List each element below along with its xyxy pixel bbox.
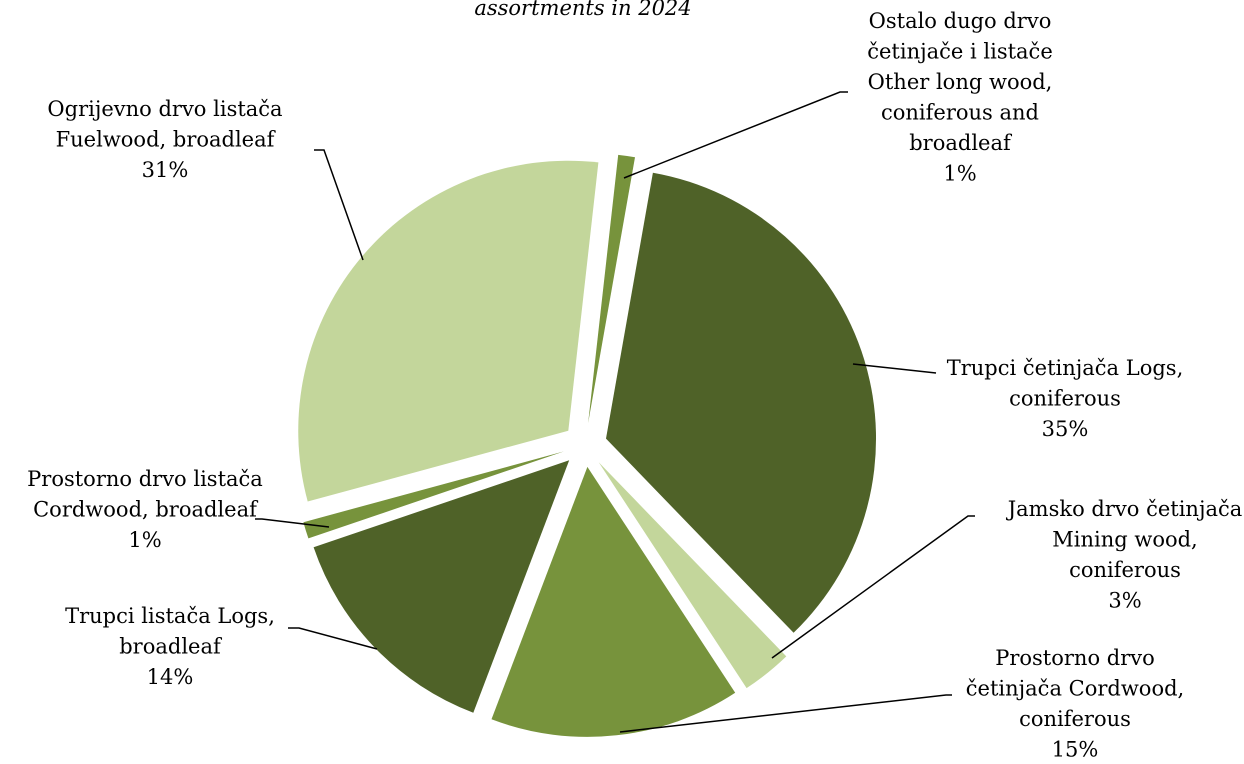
slice-label-6: Ostalo dugo drvo četinjače i listače Other… [867, 9, 1053, 186]
slice-label-line: četinjača Cordwood, [966, 677, 1184, 701]
slice-label-5: Ogrijevno drvo listača Fuelwood, broadlea… [47, 97, 282, 182]
pie-slice-2 [491, 466, 736, 737]
leader-line-0 [852, 363, 937, 374]
slice-label-line: Ogrijevno drvo listača [47, 97, 282, 121]
slice-label-line: coniferous [1019, 707, 1131, 731]
leader-line-2 [619, 694, 952, 733]
slice-label-line: četinjače i listače [867, 40, 1053, 64]
slice-label-line: Prostorno drvo listača [27, 467, 263, 491]
slice-label-line: Ostalo dugo drvo [869, 9, 1052, 33]
leader-lines [255, 91, 975, 733]
slice-label-line: Prostorno drvo [995, 646, 1155, 670]
pie-slice-0 [606, 172, 877, 633]
slice-percent-label: 15% [1052, 738, 1099, 762]
slice-label-line: Mining wood, [1052, 528, 1197, 552]
slice-label-3: Trupci listača Logs, broadleaf 14% [65, 604, 275, 689]
leader-line-6 [623, 91, 848, 179]
slice-percent-label: 1% [943, 162, 976, 186]
slice-label-line: Other long wood, [868, 70, 1053, 94]
pie-slices [298, 154, 877, 737]
pie-slice-5 [298, 160, 599, 502]
slice-label-1: Jamsko drvo četinjača Mining wood, conifer… [1006, 497, 1243, 613]
slice-label-0: Trupci četinjača Logs, coniferous 35% [947, 356, 1184, 441]
slice-label-line: coniferous and [881, 101, 1039, 125]
pie-slice-6 [588, 154, 635, 424]
slice-label-line: Trupci listača Logs, [65, 604, 275, 628]
slice-percent-label: 14% [147, 665, 194, 689]
slice-percent-label: 31% [142, 158, 189, 182]
slice-label-line: coniferous [1009, 387, 1121, 411]
slice-label-line: broadleaf [119, 635, 223, 659]
pie-slice-4 [303, 451, 564, 539]
slice-label-line: Fuelwood, broadleaf [56, 128, 277, 152]
slice-label-line: Trupci četinjača Logs, [947, 356, 1184, 380]
slice-label-line: Jamsko drvo četinjača [1006, 497, 1243, 521]
leader-line-4 [255, 518, 330, 528]
leader-line-3 [288, 627, 378, 650]
slice-label-2: Prostorno drvo četinjača Cordwood, conifer… [966, 646, 1184, 762]
slice-label-line: broadleaf [909, 131, 1013, 155]
slice-percent-label: 35% [1042, 417, 1089, 441]
pie-slice-1 [598, 462, 787, 689]
leader-line-1 [771, 515, 975, 659]
slice-percent-label: 3% [1108, 589, 1141, 613]
chart-title: assortments in 2024 [474, 0, 691, 20]
slice-label-line: coniferous [1069, 558, 1181, 582]
slice-label-4: Prostorno drvo listača Cordwood, broadlea… [27, 467, 263, 552]
slice-percent-label: 1% [128, 528, 161, 552]
slice-labels: Trupci četinjača Logs, coniferous 35% Jamsk… [27, 9, 1242, 762]
pie-slice-3 [313, 460, 570, 713]
slice-label-line: Cordwood, broadleaf [33, 498, 259, 522]
leader-line-5 [314, 149, 364, 261]
